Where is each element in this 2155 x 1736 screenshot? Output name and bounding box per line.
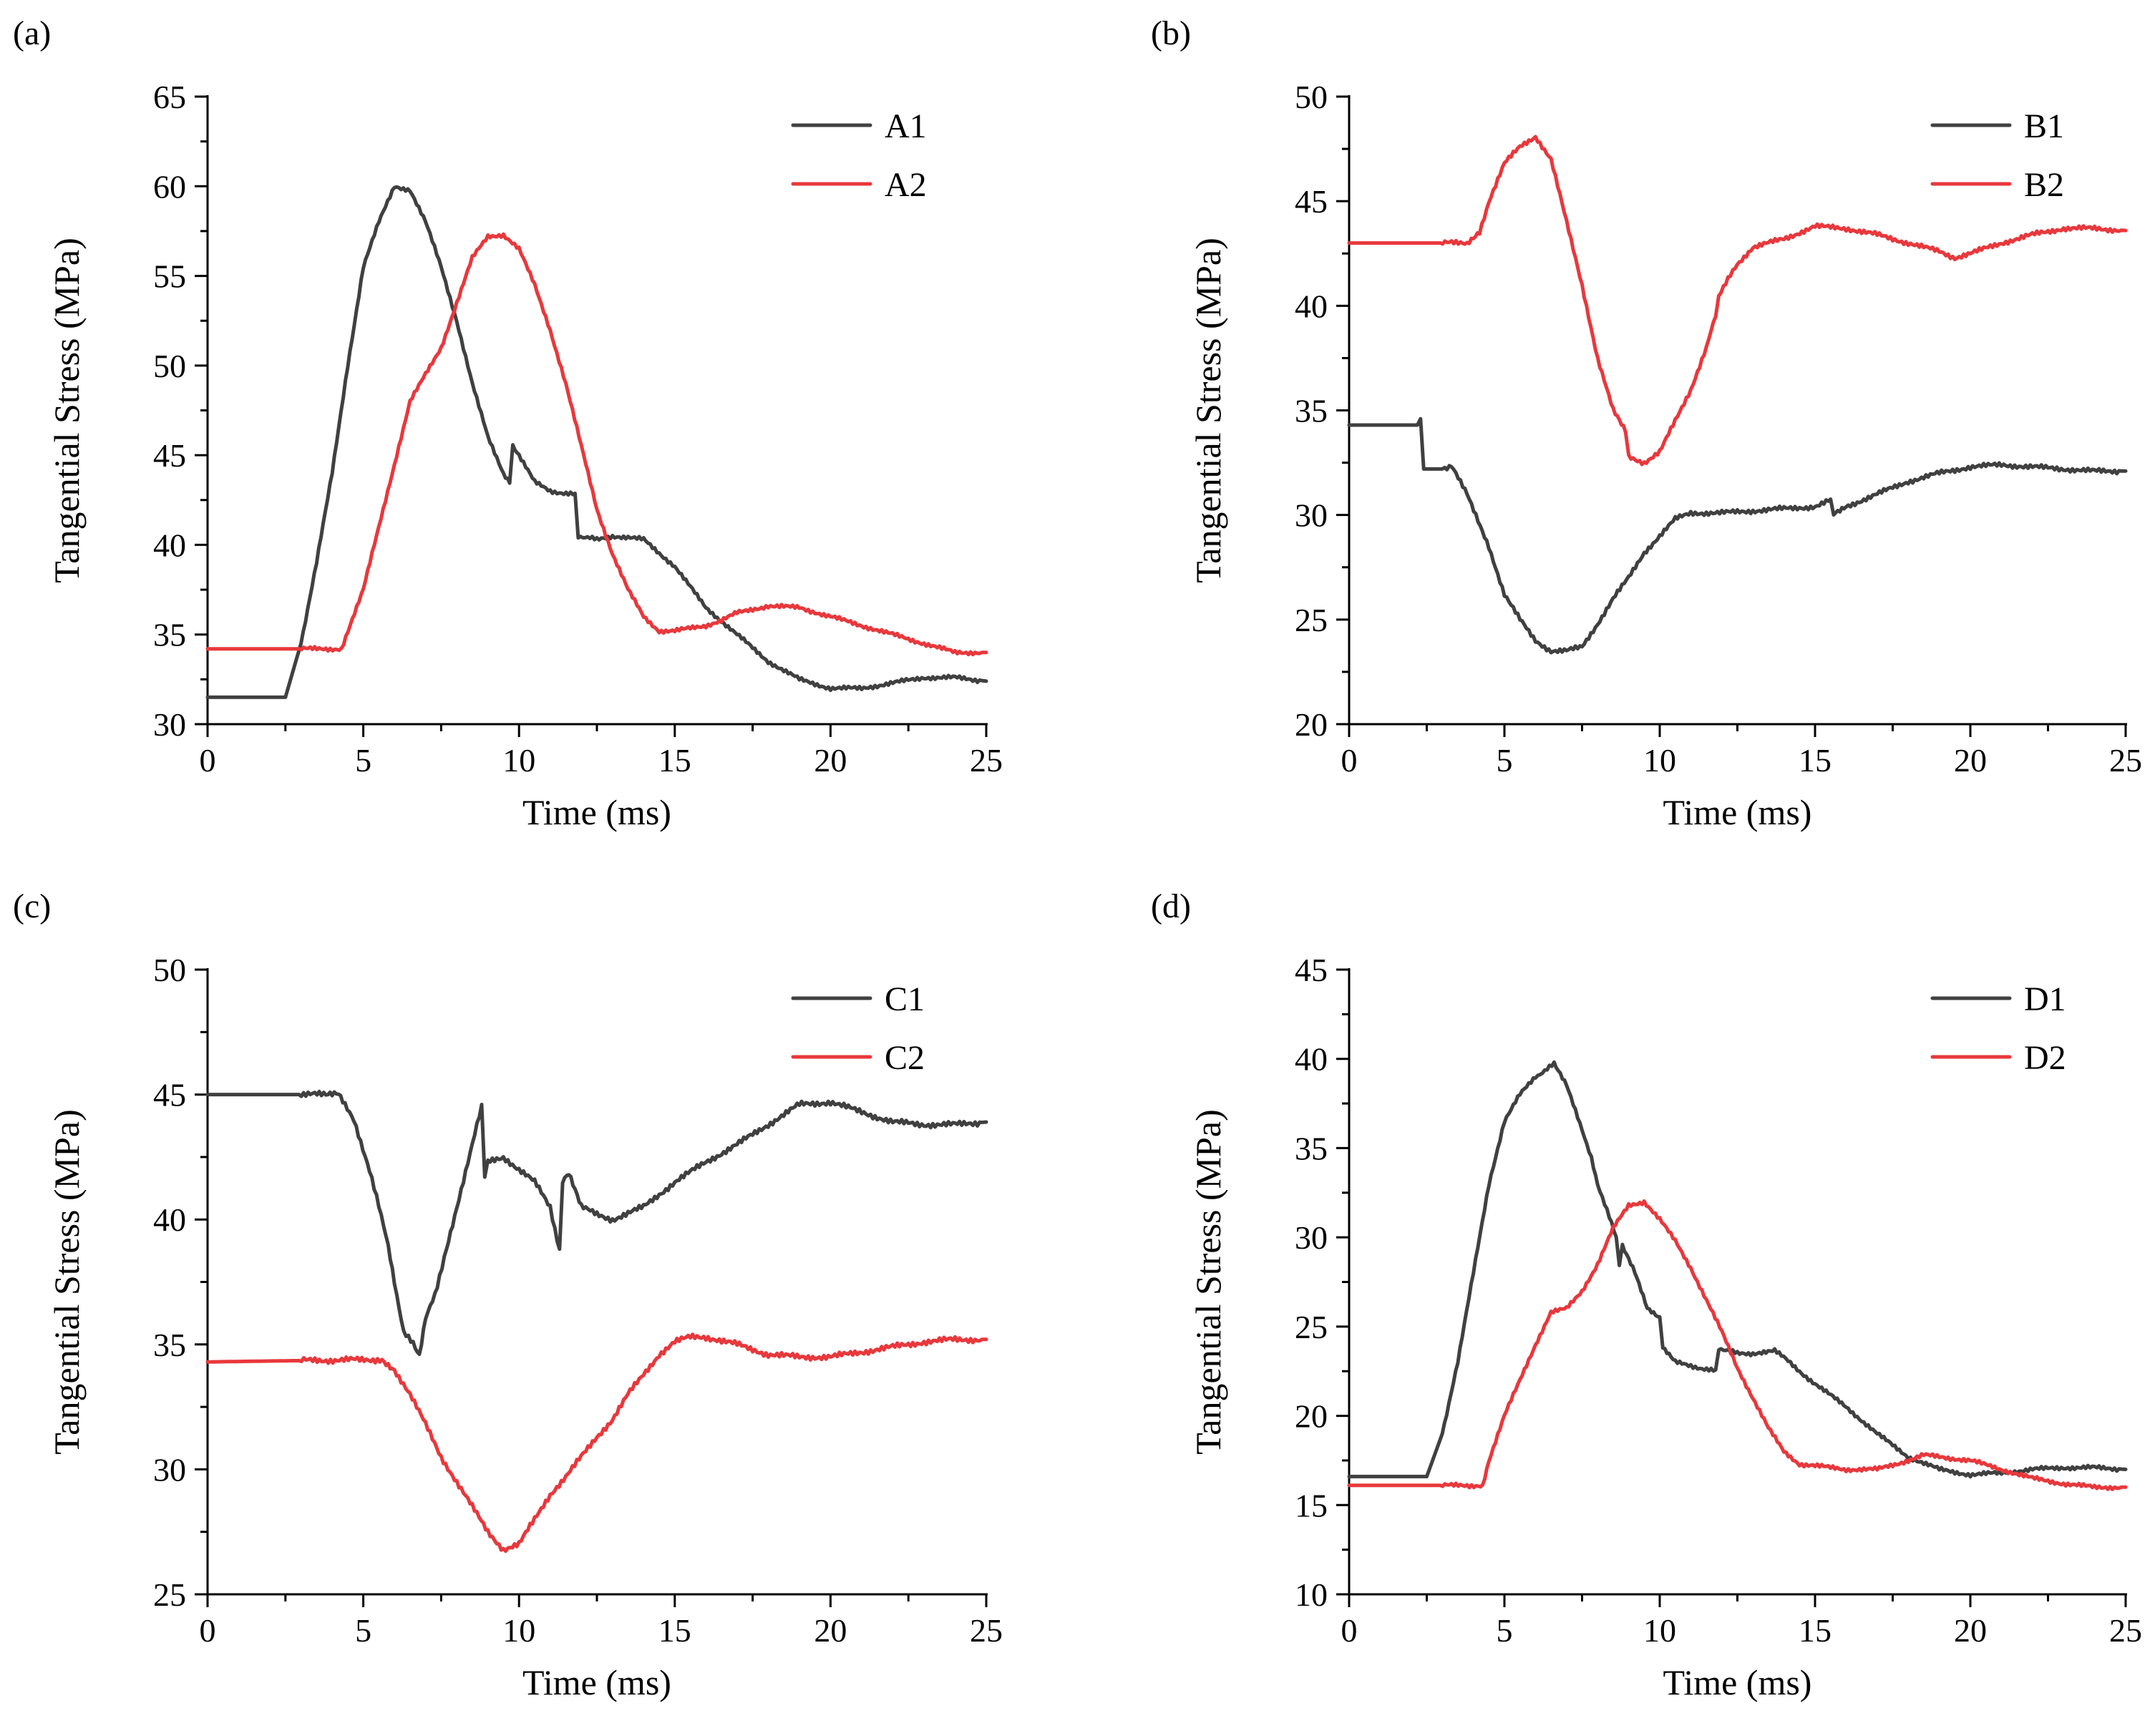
y-tick-label: 15	[1295, 1487, 1328, 1523]
series-line-a2	[205, 232, 988, 657]
x-tick-label: 20	[814, 1612, 847, 1649]
x-tick-label: 15	[658, 1612, 691, 1649]
legend-label: A2	[885, 166, 927, 204]
y-tick-label: 45	[1295, 183, 1328, 220]
x-tick-label: 10	[502, 1612, 535, 1649]
y-tick-label: 40	[153, 527, 186, 563]
x-tick-label: 20	[814, 742, 847, 779]
y-tick-label: 10	[1295, 1576, 1328, 1613]
panel-label: (c)	[13, 887, 51, 925]
panel-b: (b) 0 5 10 15 20 25 20 25 30 35 40 45 50 Time (ms) Tang…	[1151, 14, 2142, 832]
x-tick-label: 10	[502, 742, 535, 779]
x-axis-title: Time (ms)	[522, 792, 671, 832]
series-line-d2	[1347, 1199, 2128, 1491]
y-axis-title: Tangential Stress (MPa)	[47, 238, 87, 583]
y-tick-label: 25	[1295, 602, 1328, 638]
x-tick-label: 25	[2109, 1612, 2142, 1649]
x-tick-label: 25	[2109, 742, 2142, 779]
panel-label: (b)	[1151, 14, 1191, 52]
x-tick-label: 5	[355, 1612, 371, 1649]
legend-label: B1	[2024, 107, 2064, 145]
legend-label: C2	[885, 1039, 925, 1077]
panel-c: (c) 0 5 10 15 20 25 25 30 35 40 45 50 Time (ms) Tangen…	[13, 887, 1003, 1702]
y-tick-label: 20	[1295, 1398, 1328, 1435]
x-tick-label: 0	[1341, 742, 1358, 779]
legend-label: B2	[2024, 166, 2064, 204]
y-tick-label: 40	[1295, 1041, 1328, 1078]
y-axis-title: Tangential Stress (MPa)	[47, 1109, 87, 1455]
y-tick-label: 25	[153, 1576, 186, 1613]
y-axis-title: Tangential Stress (MPa)	[1188, 1109, 1228, 1455]
y-tick-label: 65	[153, 79, 186, 115]
y-tick-label: 25	[1295, 1309, 1328, 1345]
series-line-b1	[1347, 416, 2128, 655]
y-tick-label: 45	[153, 1077, 186, 1113]
x-axis-title: Time (ms)	[1663, 1662, 1812, 1702]
panel-label: (d)	[1151, 887, 1191, 925]
series-line-a1	[205, 185, 988, 699]
panel-label: (a)	[13, 14, 51, 52]
series-line-c2	[205, 1332, 988, 1554]
y-tick-label: 35	[1295, 1130, 1328, 1166]
y-tick-label: 60	[153, 168, 186, 205]
y-tick-label: 35	[153, 617, 186, 653]
y-tick-label: 45	[1295, 952, 1328, 988]
x-tick-label: 0	[200, 1612, 216, 1649]
x-axis-title: Time (ms)	[1663, 792, 1812, 832]
x-tick-label: 20	[1954, 1612, 1987, 1649]
y-tick-label: 30	[153, 706, 186, 743]
x-tick-label: 15	[658, 742, 691, 779]
panel-d: (d) 0 5 10 15 20 25 10 15 20 25 30 35 40 45 Time (ms) Ta…	[1151, 887, 2142, 1702]
y-tick-label: 40	[153, 1201, 186, 1238]
y-tick-label: 50	[153, 952, 186, 988]
legend-label: A1	[885, 107, 927, 145]
x-axis-title: Time (ms)	[522, 1662, 671, 1702]
y-tick-label: 50	[153, 348, 186, 384]
x-tick-label: 15	[1799, 742, 1831, 779]
x-tick-label: 10	[1643, 742, 1676, 779]
y-tick-label: 55	[153, 258, 186, 295]
y-tick-label: 35	[1295, 393, 1328, 429]
legend-label: D2	[2024, 1039, 2066, 1077]
x-tick-label: 5	[1497, 1612, 1513, 1649]
y-tick-label: 30	[1295, 1219, 1328, 1256]
y-axis-title: Tangential Stress (MPa)	[1188, 238, 1228, 583]
y-tick-label: 20	[1295, 706, 1328, 743]
y-tick-label: 30	[1295, 497, 1328, 534]
legend-label: C1	[885, 980, 925, 1018]
x-tick-label: 20	[1954, 742, 1987, 779]
x-tick-label: 25	[970, 742, 1003, 779]
y-tick-label: 50	[1295, 79, 1328, 115]
y-tick-label: 35	[153, 1327, 186, 1363]
x-tick-label: 5	[355, 742, 371, 779]
y-tick-label: 45	[153, 437, 186, 474]
x-tick-label: 10	[1643, 1612, 1676, 1649]
x-tick-label: 25	[970, 1612, 1003, 1649]
x-tick-label: 0	[1341, 1612, 1358, 1649]
y-tick-label: 40	[1295, 288, 1328, 324]
y-tick-label: 30	[153, 1451, 186, 1488]
series-line-b2	[1347, 135, 2128, 467]
panel-a: (a) 0 5 10 15 20 25 30 35 40 45 50 55 60 65 Time (ms) Ta…	[13, 14, 1003, 832]
x-tick-label: 0	[200, 742, 216, 779]
legend-label: D1	[2024, 980, 2066, 1018]
x-tick-label: 5	[1497, 742, 1513, 779]
series-line-d1	[1347, 1060, 2128, 1479]
series-line-c1	[205, 1089, 988, 1356]
x-tick-label: 15	[1799, 1612, 1831, 1649]
